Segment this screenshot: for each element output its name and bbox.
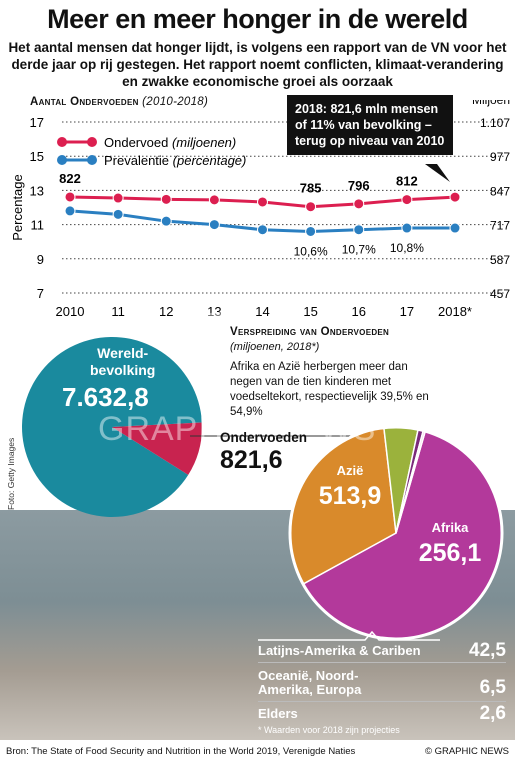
x-tick-label: 11 [111,304,125,319]
page-title: Meer en meer honger in de wereld [47,4,468,34]
data-point [112,208,124,220]
callout-pointer [425,164,450,182]
data-point [353,224,365,236]
region-value: 256,1 [419,539,482,567]
y-right-tick-label: 457 [490,287,510,301]
y-right-axis-label: Miljoen [472,100,510,107]
footnote: * Waarden voor 2018 zijn projecties [258,725,400,735]
watermark-logo: GN [195,301,282,366]
y-tick-label: 13 [30,183,44,198]
data-point [353,198,365,210]
distribution-note: Afrika en Azië herbergen meer dan negen … [230,361,429,418]
region-name: Oceanië, Noord- Amerika, Europa [258,669,361,697]
undernourished-value: 821,6 [220,446,283,474]
y-right-tick-label: 1.107 [480,116,510,130]
data-point [257,196,268,208]
data-label: 796 [348,178,370,193]
y-tick-label: 15 [30,149,44,164]
y-tick-label: 9 [37,252,44,267]
region-name-line2: Amerika, Europa [258,682,362,697]
y-tick-label: 7 [37,286,44,301]
x-tick-label: 17 [400,304,414,319]
pie-charts: Azië 513,9 Afrika 256,1 [21,336,504,641]
data-point [401,222,413,234]
copyright: © GRAPHIC NEWS [424,746,509,757]
legend-dot [87,155,97,165]
source-text: Bron: The State of Food Security and Nut… [6,746,356,757]
region-label: Azië [337,463,364,478]
x-tick-label: 2010 [56,304,85,319]
data-point [208,219,220,231]
y-right-tick-label: 717 [490,219,510,233]
data-point [64,205,76,217]
footer [0,740,515,765]
region-row-oceania: Oceanië, Noord- Amerika, Europa 6,5 [258,667,506,702]
pie-slice-world-population [21,336,202,517]
data-point [305,201,317,213]
region-name-line1: Oceanië, Noord- [258,668,359,683]
list-bracket [258,630,440,641]
world-population-label: Wereld- bevolking [90,345,155,379]
data-point [305,225,317,237]
x-tick-label: 2018* [438,304,472,319]
y-axis-label: Percentage [10,174,25,241]
data-label: 10,7% [342,243,376,257]
page-subtitle: Het aantal mensen dat honger lijdt, is v… [8,40,507,89]
watermark-text: GRAPHIC NEWS [98,410,377,448]
distribution-section-label: Verspreiding van Ondervoeden [230,326,390,338]
data-label: 10,6% [294,244,328,258]
region-row-latin-america: Latijns-Amerika & Cariben 42,5 [258,640,506,663]
data-point [401,194,413,206]
photo-credit: Foto: Getty Images [6,437,16,510]
data-point [112,192,124,204]
region-name: Elders [258,706,298,721]
region-value: 2,6 [479,703,506,724]
data-label: 10,8% [390,241,424,255]
pie-outline [288,425,504,641]
legend-dot [57,137,67,147]
data-label: 812 [396,174,418,189]
legend-entry: Prevalentie (percentage) [104,153,246,168]
region-label: Afrika [432,520,470,535]
distribution-section-sub: (miljoenen, 2018*) [230,341,320,353]
pie-slice-undernourished [112,422,202,475]
data-point [257,224,268,236]
line-chart-section-label: Aantal Ondervoeden (2010-2018) [30,96,208,108]
world-population-value: 7.632,8 [62,382,149,412]
region-row-elsewhere: Elders 2,6 [258,703,506,725]
data-point [160,193,172,205]
region-value: 6,5 [479,677,506,698]
x-tick-label: 15 [303,304,317,319]
y-right-tick-label: 587 [490,253,510,267]
y-right-tick-label: 977 [490,150,510,164]
world-population-label-line1: Wereld- [97,345,149,361]
x-tick-label: 16 [352,304,366,319]
data-point [64,191,76,203]
x-tick-label: 12 [159,304,173,319]
region-name: Latijns-Amerika & Cariben [258,643,421,658]
x-tick-label: 14 [255,304,269,319]
data-point [449,222,461,234]
y-tick-label: 11 [31,218,45,233]
data-label: 785 [300,181,322,196]
callout-box: 2018: 821,6 mln mensen of 11% van bevolk… [287,95,453,155]
undernourished-label: Ondervoeden [220,430,308,445]
section-label-text: Aantal Ondervoeden [30,96,139,108]
section-period: (2010-2018) [142,96,209,108]
y-right-tick-label: 847 [490,184,510,198]
data-label: 822 [59,171,81,186]
region-value: 513,9 [319,482,382,510]
x-tick-label: 13 [207,304,221,319]
world-population-label-line2: bevolking [90,362,156,378]
data-point [449,191,461,203]
legend-entry: Ondervoed (miljoenen) [104,135,236,150]
region-value: 42,5 [469,640,506,661]
data-point [208,194,220,206]
line-chart: 7 457 9 587 11 717 13 847 15 977 17 1.107 Percentage… [10,100,510,319]
data-point [160,215,172,227]
legend-dot [87,137,97,147]
legend-dot [57,155,67,165]
y-tick-label: 17 [30,115,44,130]
